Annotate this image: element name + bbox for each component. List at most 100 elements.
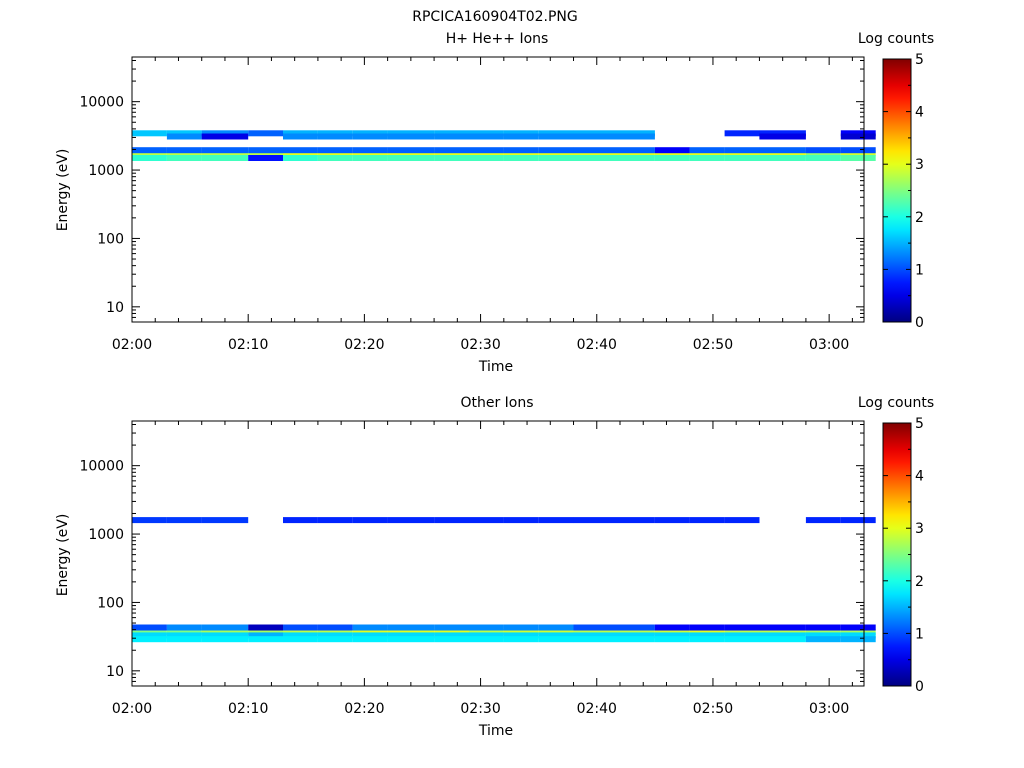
heatmap-cell bbox=[387, 147, 435, 154]
heatmap-cell bbox=[654, 636, 690, 643]
heatmap-cell bbox=[166, 155, 202, 161]
heatmap-cell bbox=[387, 155, 435, 161]
x-tick-label: 02:20 bbox=[344, 337, 384, 353]
colorbar-tick-label: 3 bbox=[915, 521, 924, 537]
colorbar: 0 1 2 3 4 5 bbox=[882, 52, 924, 331]
heatmap-cell bbox=[538, 636, 574, 643]
heatmap-cell bbox=[840, 624, 876, 631]
heatmap-cell bbox=[759, 130, 806, 137]
heatmap-cell bbox=[387, 636, 435, 643]
heatmap-cell bbox=[654, 632, 690, 639]
heatmap-cell bbox=[469, 130, 504, 137]
heatmap-cell bbox=[387, 632, 435, 639]
heatmap-cell bbox=[654, 150, 690, 157]
colorbar-gradient bbox=[882, 58, 912, 323]
plot-frame bbox=[131, 420, 865, 687]
heatmap-cell bbox=[387, 629, 435, 635]
heatmap-cell bbox=[538, 147, 574, 154]
heatmap-cell bbox=[538, 624, 574, 631]
heatmap-cell bbox=[840, 150, 876, 157]
heatmap-cell bbox=[201, 130, 249, 137]
heatmap-cell bbox=[201, 133, 249, 140]
heatmap-cell bbox=[538, 155, 574, 161]
heatmap-cell bbox=[654, 517, 690, 524]
heatmap-cell bbox=[503, 150, 539, 157]
heatmap-cell bbox=[352, 624, 388, 631]
y-tick-label: 10000 bbox=[79, 95, 124, 111]
heatmap-cell bbox=[434, 155, 469, 161]
heatmap-cell bbox=[317, 147, 353, 154]
heatmap-cell bbox=[620, 130, 655, 137]
x-tick-label: 03:00 bbox=[809, 337, 849, 353]
heatmap-cell bbox=[469, 636, 504, 643]
colorbar-tick-label: 1 bbox=[915, 626, 924, 642]
heatmap-cell bbox=[132, 150, 167, 157]
heatmap-cell bbox=[620, 517, 655, 524]
heatmap-cell bbox=[434, 150, 469, 157]
heatmap-cell bbox=[840, 629, 876, 635]
heatmap-cell bbox=[166, 624, 202, 631]
heatmap-cell bbox=[573, 629, 620, 635]
heatmap-cell bbox=[654, 155, 690, 161]
x-tick-label: 02:00 bbox=[112, 337, 152, 353]
plot-area bbox=[132, 517, 876, 643]
heatmap-cell bbox=[387, 133, 435, 140]
heatmap-cell bbox=[434, 130, 469, 137]
x-tick-label: 02:10 bbox=[228, 337, 268, 353]
x-tick-label: 02:30 bbox=[460, 701, 500, 717]
heatmap-cell bbox=[132, 155, 167, 161]
panel-other-ions: Other Ions Log counts Time Energy (eV) 1… bbox=[55, 395, 934, 739]
heatmap-cell bbox=[840, 636, 876, 643]
heatmap-cell bbox=[840, 147, 876, 154]
heatmap-cell bbox=[840, 130, 876, 137]
heatmap-cell bbox=[352, 632, 388, 639]
heatmap-cell bbox=[503, 155, 539, 161]
heatmap-cell bbox=[759, 636, 806, 643]
heatmap-cell bbox=[434, 624, 469, 631]
heatmap-cell bbox=[573, 632, 620, 639]
heatmap-cell bbox=[283, 517, 318, 524]
y-axis-label: Energy (eV) bbox=[55, 514, 71, 597]
heatmap-cell bbox=[724, 632, 760, 639]
heatmap-cell bbox=[317, 133, 353, 140]
y-tick-label: 10000 bbox=[79, 459, 124, 475]
heatmap-cell bbox=[132, 517, 167, 524]
colorbar-tick-label: 3 bbox=[915, 157, 924, 173]
heatmap-cell bbox=[654, 624, 690, 631]
heatmap-cell bbox=[283, 632, 318, 639]
heatmap-cell bbox=[620, 133, 655, 140]
heatmap-cell bbox=[352, 130, 388, 137]
heatmap-cell bbox=[689, 624, 725, 631]
x-tick-label: 02:40 bbox=[577, 337, 617, 353]
heatmap-cell bbox=[248, 632, 284, 639]
x-tick-label: 02:50 bbox=[693, 337, 733, 353]
heatmap-cell bbox=[620, 629, 655, 635]
heatmap-cell bbox=[248, 629, 284, 635]
heatmap-cell bbox=[283, 130, 318, 137]
heatmap-cell bbox=[352, 629, 388, 635]
heatmap-cell bbox=[317, 624, 353, 631]
heatmap-cell bbox=[166, 130, 202, 137]
heatmap-cell bbox=[469, 150, 504, 157]
heatmap-cell bbox=[724, 624, 760, 631]
colorbar-tick-label: 1 bbox=[915, 262, 924, 278]
heatmap-cell bbox=[759, 624, 806, 631]
panel-h-he-ions: H+ He++ Ions Log counts Time Energy (eV)… bbox=[55, 31, 934, 375]
heatmap-cell bbox=[805, 517, 841, 524]
heatmap-cell bbox=[503, 130, 539, 137]
colorbar-tick-label: 2 bbox=[915, 210, 924, 226]
heatmap-cell bbox=[248, 130, 284, 137]
plot-area bbox=[132, 130, 876, 161]
x-tick-label: 02:20 bbox=[344, 701, 384, 717]
y-tick-label: 100 bbox=[97, 231, 124, 247]
heatmap-cell bbox=[434, 517, 469, 524]
heatmap-cell bbox=[840, 133, 876, 140]
heatmap-cell bbox=[620, 147, 655, 154]
colorbar-tick-label: 5 bbox=[915, 52, 924, 68]
heatmap-cell bbox=[166, 636, 202, 643]
heatmap-cell bbox=[387, 130, 435, 137]
heatmap-cell bbox=[503, 147, 539, 154]
heatmap-cell bbox=[201, 629, 249, 635]
heatmap-cell bbox=[573, 517, 620, 524]
x-axis-label: Time bbox=[478, 359, 513, 375]
